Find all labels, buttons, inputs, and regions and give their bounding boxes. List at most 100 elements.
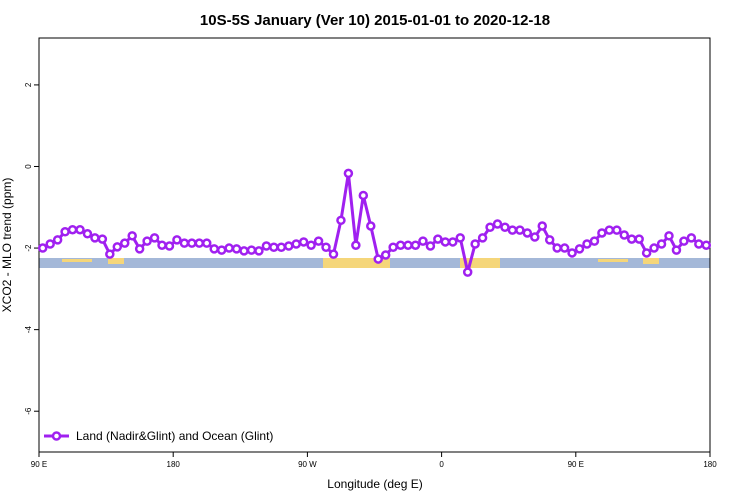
data-point bbox=[231, 244, 242, 254]
data-point bbox=[216, 245, 227, 255]
data-point bbox=[656, 239, 667, 249]
data-point bbox=[440, 237, 451, 247]
data-point bbox=[425, 241, 436, 251]
data-point bbox=[388, 242, 398, 252]
data-point bbox=[462, 267, 473, 277]
data-point bbox=[67, 224, 78, 235]
data-point bbox=[679, 236, 689, 246]
data-point bbox=[515, 225, 525, 235]
data-point bbox=[619, 230, 630, 240]
x-tick-label: 90 E bbox=[568, 460, 584, 469]
data-point bbox=[298, 237, 309, 247]
y-tick-label: 2 bbox=[24, 82, 33, 87]
data-point bbox=[179, 238, 190, 248]
data-point bbox=[380, 250, 391, 260]
data-point bbox=[530, 232, 540, 242]
y-tick-label: -4 bbox=[24, 326, 33, 334]
chart-title: 10S-5S January (Ver 10) 2015-01-01 to 20… bbox=[200, 12, 550, 29]
data-point bbox=[112, 242, 123, 252]
data-point bbox=[157, 240, 167, 250]
data-point bbox=[485, 222, 495, 233]
data-point bbox=[194, 238, 205, 248]
x-tick-label: 0 bbox=[439, 460, 444, 469]
data-point bbox=[433, 234, 443, 244]
x-tick-label: 90 W bbox=[298, 460, 317, 469]
land-patch bbox=[643, 258, 659, 264]
data-point bbox=[559, 243, 570, 253]
data-point bbox=[507, 225, 518, 235]
x-axis-label: Longitude (deg E) bbox=[327, 477, 422, 491]
data-point bbox=[649, 243, 659, 253]
data-point bbox=[336, 215, 346, 226]
data-point bbox=[448, 237, 458, 247]
data-point bbox=[269, 242, 279, 252]
data-point bbox=[567, 248, 577, 258]
data-point bbox=[694, 239, 704, 249]
data-point bbox=[470, 239, 480, 249]
data-point bbox=[105, 249, 115, 259]
data-point bbox=[239, 246, 249, 256]
x-tick-label: 180 bbox=[703, 460, 717, 469]
data-point bbox=[313, 236, 324, 246]
data-point bbox=[134, 244, 145, 254]
data-point bbox=[142, 236, 152, 246]
data-point bbox=[686, 233, 697, 243]
data-point bbox=[82, 229, 93, 239]
data-point bbox=[477, 233, 488, 243]
data-point bbox=[455, 233, 465, 243]
data-point bbox=[597, 228, 607, 238]
data-point bbox=[37, 243, 48, 253]
data-point bbox=[209, 244, 219, 254]
data-point bbox=[537, 221, 547, 231]
data-point bbox=[604, 225, 615, 235]
land-patch bbox=[62, 259, 92, 262]
legend-label: Land (Nadir&Glint) and Ocean (Glint) bbox=[76, 429, 273, 443]
data-point bbox=[328, 249, 339, 259]
data-point bbox=[358, 190, 369, 201]
data-point bbox=[276, 242, 287, 252]
data-point bbox=[90, 233, 100, 243]
data-point bbox=[410, 240, 421, 250]
data-point bbox=[75, 224, 85, 235]
data-point bbox=[261, 241, 272, 251]
y-tick-label: 0 bbox=[24, 164, 33, 169]
land-ocean-strip bbox=[39, 258, 710, 268]
data-point bbox=[45, 239, 55, 249]
data-point bbox=[403, 240, 413, 250]
data-point bbox=[321, 242, 331, 252]
data-point bbox=[149, 233, 160, 243]
data-point bbox=[343, 168, 354, 179]
data-point bbox=[582, 239, 592, 249]
data-point bbox=[634, 234, 644, 244]
data-point bbox=[284, 241, 294, 251]
data-point bbox=[418, 236, 428, 246]
legend-item: Land (Nadir&Glint) and Ocean (Glint) bbox=[44, 429, 273, 443]
data-point bbox=[202, 238, 212, 248]
land-patch bbox=[598, 259, 628, 262]
land-patch bbox=[460, 258, 500, 268]
data-point bbox=[701, 240, 712, 250]
data-point bbox=[373, 254, 383, 264]
data-point bbox=[187, 238, 197, 248]
data-point bbox=[97, 234, 108, 244]
data-point bbox=[351, 240, 361, 250]
data-point bbox=[574, 244, 585, 254]
data-point bbox=[366, 221, 376, 231]
data-point bbox=[291, 239, 301, 249]
data-point bbox=[306, 240, 316, 250]
data-point bbox=[500, 222, 510, 233]
data-point bbox=[664, 231, 674, 241]
data-point bbox=[172, 235, 182, 245]
data-point bbox=[119, 238, 130, 248]
data-point bbox=[224, 243, 234, 253]
data-point bbox=[612, 225, 622, 235]
data-point bbox=[164, 241, 175, 251]
legend-marker bbox=[51, 431, 62, 441]
y-tick-label: -6 bbox=[24, 407, 33, 415]
y-axis-label: XCO2 - MLO trend (ppm) bbox=[0, 178, 14, 313]
data-point bbox=[246, 245, 257, 255]
land-patch bbox=[323, 258, 390, 268]
data-point bbox=[552, 243, 562, 253]
data-point bbox=[641, 248, 652, 258]
data-point bbox=[395, 240, 406, 250]
